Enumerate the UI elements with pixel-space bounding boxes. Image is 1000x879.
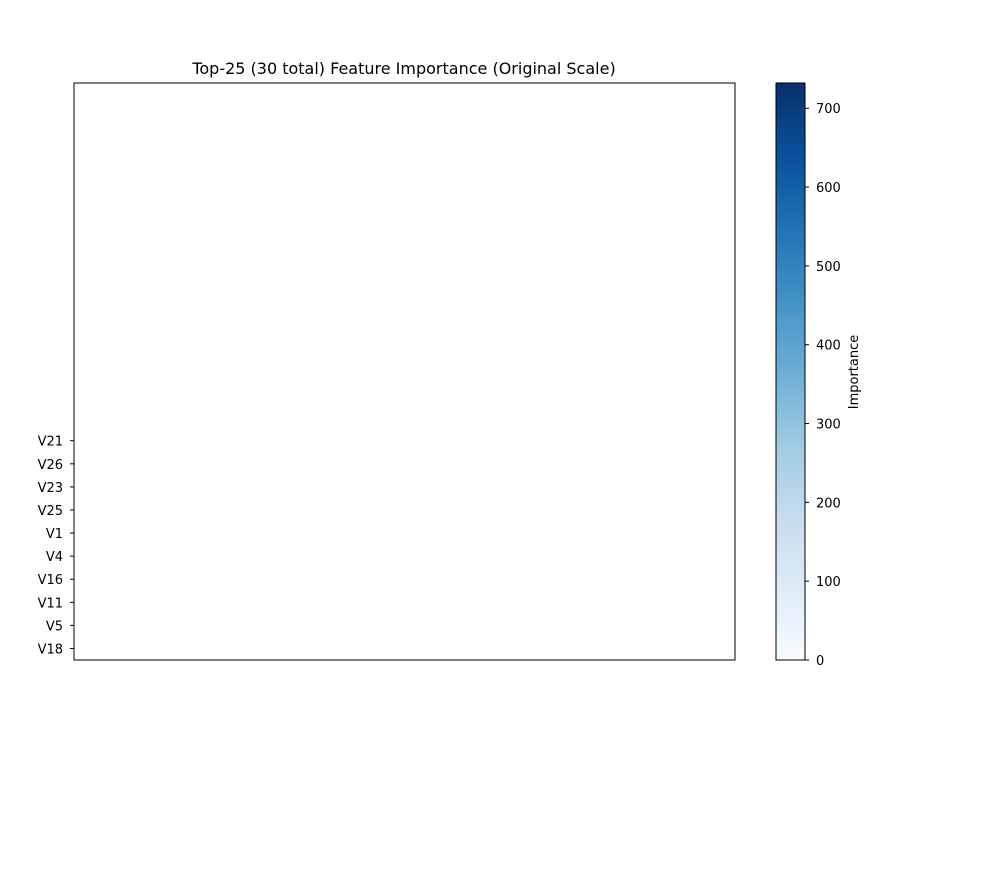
colorbar-tick-label: 400 — [816, 339, 841, 354]
plot-area — [73, 82, 736, 661]
colorbar-tick-label: 0 — [816, 654, 824, 669]
y-tick-label: V21 — [38, 435, 63, 450]
chart-title: Top-25 (30 total) Feature Importance (Or… — [191, 59, 615, 78]
colorbar-tick-label: 100 — [816, 575, 841, 590]
y-tick-label: V4 — [46, 550, 63, 565]
colorbar-ticks: 0 100 200 300 400 500 600 700 — [805, 102, 841, 669]
colorbar-tick-label: 700 — [816, 102, 841, 117]
colorbar-tick-label: 300 — [816, 418, 841, 433]
y-tick-label: V18 — [38, 642, 63, 657]
colorbar — [775, 82, 806, 661]
y-tick-label: V1 — [46, 527, 63, 542]
y-tick-label: V16 — [38, 573, 63, 588]
y-tick-label: V11 — [38, 596, 63, 611]
colorbar-label: Importance — [847, 335, 862, 410]
y-tick-label: V5 — [46, 619, 63, 634]
y-axis-ticks: V21 V26 V23 V25 V1 V4 V16 V11 V5 V18 — [38, 435, 74, 657]
colorbar-tick-label: 500 — [816, 260, 841, 275]
y-tick-label: V25 — [38, 504, 63, 519]
y-tick-label: V23 — [38, 481, 63, 496]
colorbar-tick-label: 200 — [816, 496, 841, 511]
colorbar-tick-label: 600 — [816, 181, 841, 196]
y-tick-label: V26 — [38, 458, 63, 473]
